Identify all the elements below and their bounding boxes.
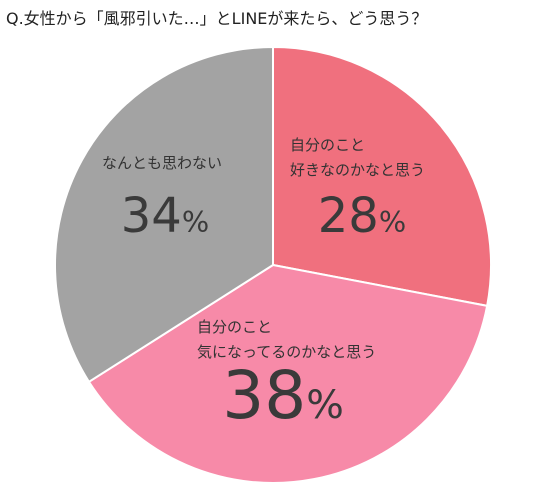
value-label: 38% [222,357,344,434]
chart-title: Q.女性から「風邪引いた…」とLINEが来たら、どう思う？ [6,9,427,28]
value-label: 28% [318,188,406,244]
value-label: 34% [121,188,209,244]
pie-slice [272,45,492,308]
category-label: 自分のこと好きなのかなと思う [290,136,425,179]
category-label: 自分のこと気になってるのかなと思う [197,318,376,361]
pie-slice [54,45,274,384]
category-label: なんとも思わない [102,154,222,172]
